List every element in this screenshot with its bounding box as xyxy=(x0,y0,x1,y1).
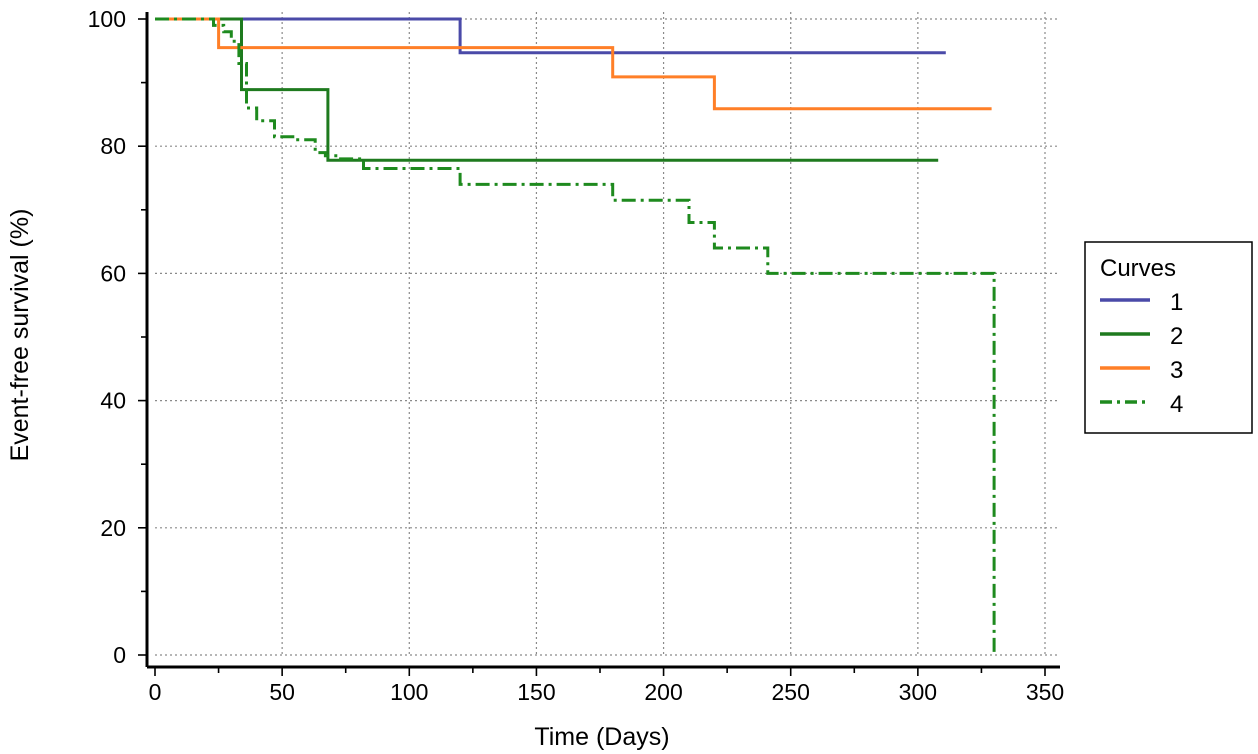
y-tick-label: 0 xyxy=(113,642,126,668)
series-line-2 xyxy=(155,17,939,162)
x-tick-label: 50 xyxy=(269,679,295,705)
x-tick-label: 250 xyxy=(772,679,810,705)
y-tick-label: 100 xyxy=(88,6,126,32)
series-lines xyxy=(155,17,996,655)
series-line-4 xyxy=(155,17,996,655)
series-line-3 xyxy=(155,17,992,111)
legend-label-4: 4 xyxy=(1170,391,1183,418)
legend-label-3: 3 xyxy=(1170,357,1183,384)
legend-label-1: 1 xyxy=(1170,289,1183,316)
y-tick-label: 60 xyxy=(100,260,126,286)
x-tick-label: 100 xyxy=(390,679,428,705)
legend-items: 1 2 3 4 xyxy=(1100,289,1183,418)
series-line-1 xyxy=(155,17,946,55)
legend-box xyxy=(1084,241,1253,434)
legend-label-2: 2 xyxy=(1170,323,1183,350)
x-tick-label: 200 xyxy=(644,679,682,705)
tick-labels: 0 20 40 60 80 100 0 50 100 150 200 250 300 350 xyxy=(88,6,1065,705)
x-tick-label: 150 xyxy=(517,679,555,705)
y-tick-label: 40 xyxy=(100,388,126,414)
x-tick-label: 300 xyxy=(899,679,937,705)
x-tick-label: 0 xyxy=(149,679,162,705)
axes xyxy=(138,12,1060,676)
legend-title: Curves xyxy=(1100,255,1176,282)
y-axis-title: Event-free survival (%) xyxy=(6,209,34,462)
x-tick-label: 350 xyxy=(1026,679,1064,705)
y-tick-label: 80 xyxy=(100,133,126,159)
y-tick-label: 20 xyxy=(100,515,126,541)
x-axis-title: Time (Days) xyxy=(534,723,669,751)
legend: Curves 1 2 3 4 xyxy=(1084,241,1253,434)
grid xyxy=(155,12,1058,656)
